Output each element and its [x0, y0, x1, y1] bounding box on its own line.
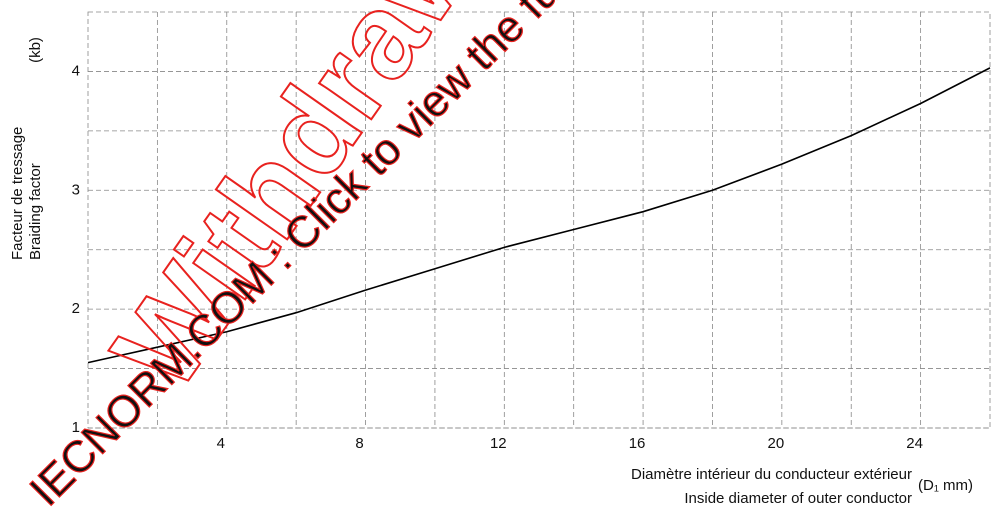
y-axis-label: Facteur de tressage [9, 127, 26, 260]
y-tick-label: 2 [72, 300, 80, 317]
x-tick-label: 12 [490, 435, 507, 452]
x-tick-label: 24 [906, 435, 923, 452]
x-axis-symbol: (D₁ mm) [918, 477, 973, 494]
x-tick-label: 16 [629, 435, 646, 452]
x-tick-label: 20 [768, 435, 785, 452]
chart: 48121620241234Facteur de tressageBraidin… [0, 0, 1005, 519]
x-tick-label: 8 [355, 435, 363, 452]
x-tick-label: 4 [217, 435, 225, 452]
x-axis-label: Diamètre intérieur du conducteur extérie… [631, 466, 912, 483]
y-axis-label: Braiding factor [27, 163, 44, 260]
y-axis-symbol: (kb) [27, 37, 44, 63]
y-tick-label: 4 [72, 62, 80, 79]
y-tick-label: 3 [72, 181, 80, 198]
x-axis-label: Inside diameter of outer conductor [684, 490, 912, 507]
